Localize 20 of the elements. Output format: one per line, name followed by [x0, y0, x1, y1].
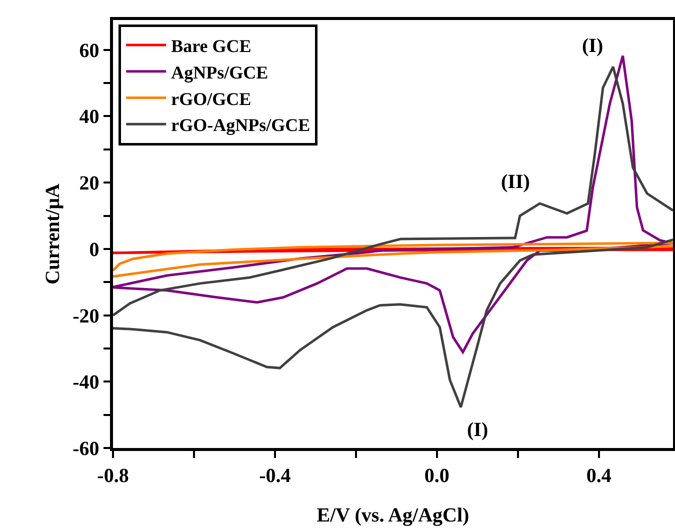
legend-label: Bare GCE: [171, 36, 252, 56]
annotation: (I): [582, 35, 604, 57]
x-tick-label: 0.0: [424, 464, 450, 487]
y-tick-label: -60: [72, 438, 100, 460]
y-tick-label: -40: [72, 372, 100, 394]
x-axis-title: E/V (vs. Ag/AgCl): [316, 504, 470, 526]
legend-label: AgNPs/GCE: [171, 62, 268, 82]
legend-label: rGO-AgNPs/GCE: [171, 115, 310, 136]
x-tick-label: 0.4: [586, 464, 612, 487]
y-tick-label: 20: [79, 172, 100, 195]
y-tick-label: 40: [79, 106, 100, 128]
y-tick-label: 60: [79, 40, 100, 62]
x-tick-label: -0.8: [97, 464, 129, 487]
annotation: (II): [501, 171, 530, 193]
y-tick-label: 0: [89, 238, 100, 261]
y-axis-title: Current/μA: [42, 182, 64, 284]
legend-label: rGO/GCE: [171, 88, 252, 109]
y-tick-label: -20: [72, 305, 100, 328]
annotation: (I): [467, 419, 488, 441]
x-tick-label: -0.4: [259, 464, 291, 487]
